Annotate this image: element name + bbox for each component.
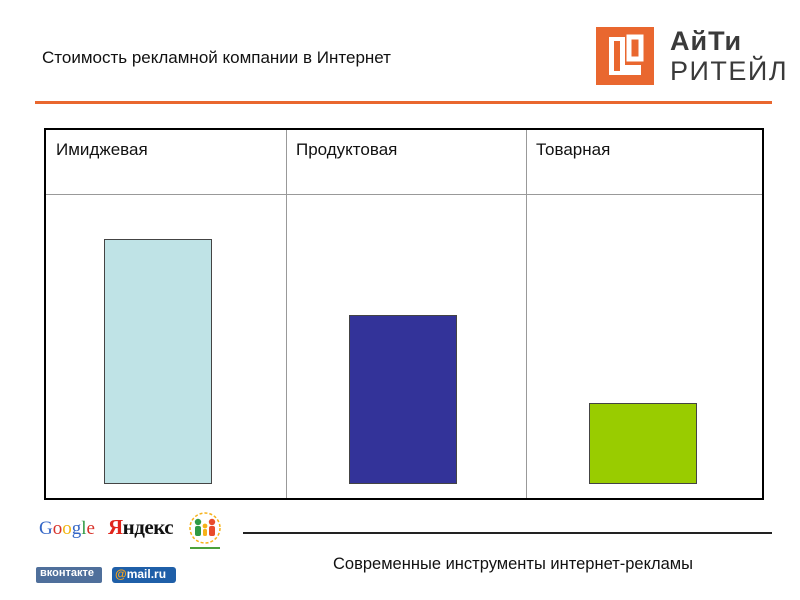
ayti-riteyl-mark-icon	[596, 27, 654, 85]
slide-title: Стоимость рекламной компании в Интернет	[42, 48, 391, 67]
odnoklassniki-logo-icon	[182, 510, 228, 554]
chart-header-row	[46, 130, 762, 195]
bar-2	[349, 315, 457, 484]
category-label-imidzhevaya: Имиджевая	[56, 140, 148, 159]
footer-caption: Современные инструменты интернет-рекламы	[333, 555, 694, 573]
logo-line-2: РИТЕЙЛ	[670, 56, 789, 86]
yandex-logo: Яндекс	[108, 515, 174, 539]
bar-1	[104, 239, 212, 484]
category-label-produktovaya: Продуктовая	[296, 140, 398, 159]
vkontakte-logo: вконтакте	[36, 567, 102, 583]
category-label-tovarnaya: Товарная	[536, 140, 611, 159]
logo-line-1: АйТи	[670, 26, 743, 56]
mailru-logo: @mail.ru	[112, 567, 176, 583]
google-logo: Google	[39, 518, 95, 539]
column-divider	[526, 130, 527, 498]
chart-table: Имиджевая Продуктовая Товарная	[44, 128, 764, 500]
bar-3	[589, 403, 697, 484]
header-divider	[35, 101, 772, 104]
footer-divider	[243, 532, 772, 534]
ayti-riteyl-logo: АйТи РИТЕЙЛ	[596, 26, 789, 90]
column-divider	[286, 130, 287, 498]
